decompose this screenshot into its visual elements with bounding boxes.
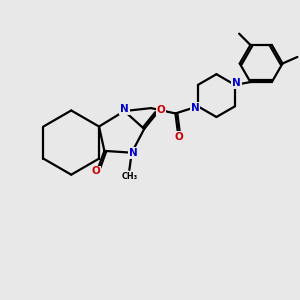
Text: N: N	[120, 104, 129, 114]
Text: O: O	[91, 167, 100, 176]
Text: N: N	[190, 103, 199, 113]
Text: N: N	[129, 148, 138, 158]
Text: O: O	[157, 105, 165, 115]
Text: N: N	[232, 78, 241, 88]
Text: O: O	[175, 132, 183, 142]
Text: CH₃: CH₃	[121, 172, 137, 181]
